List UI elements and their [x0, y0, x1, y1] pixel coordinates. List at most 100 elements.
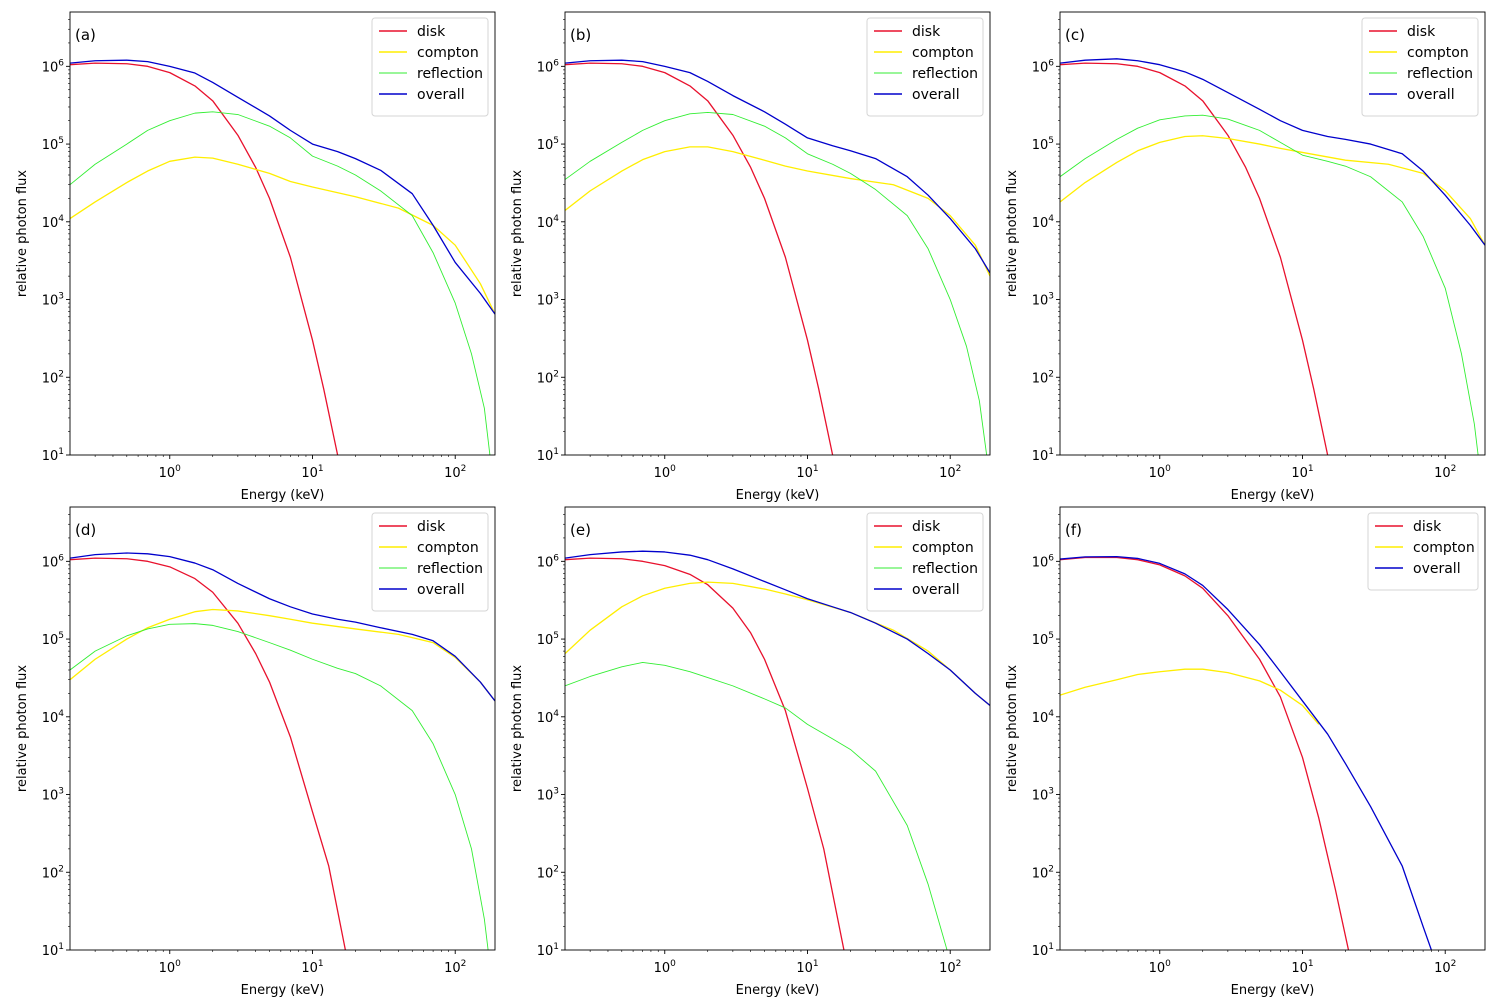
- legend-label-disk: disk: [417, 519, 446, 535]
- chart-panel: 100 101 102 101 102 103 104 105 106 Energy (keV) r…: [510, 11, 991, 503]
- series-line-disk: [70, 557, 347, 950]
- x-axis-label: Energy (keV): [736, 983, 820, 998]
- y-tick-label: 104: [42, 709, 65, 726]
- plot-frame: [69, 506, 496, 951]
- series-group: [565, 550, 990, 950]
- x-tick-label: 102: [939, 464, 961, 481]
- panel-label: (a): [75, 26, 96, 44]
- x-tick-label: 100: [159, 464, 182, 481]
- y-axis-label: relative photon flux: [1005, 665, 1020, 792]
- legend-label-reflection: reflection: [1407, 66, 1473, 82]
- y-tick-label: 101: [537, 942, 559, 959]
- legend-label-compton: compton: [1413, 540, 1475, 556]
- y-tick-label: 101: [1032, 447, 1054, 464]
- legend: disk compton reflection overall: [371, 17, 489, 117]
- y-tick-label: 101: [1032, 942, 1054, 959]
- legend-label-compton: compton: [417, 540, 479, 556]
- series-line-compton: [1060, 135, 1485, 246]
- x-tick-label: 101: [1291, 464, 1313, 481]
- series-line-reflection: [565, 112, 988, 455]
- y-tick-label: 102: [42, 864, 64, 881]
- series-line-reflection: [1060, 114, 1479, 455]
- x-axis-label: Energy (keV): [241, 983, 325, 998]
- x-axis-label: Energy (keV): [1231, 488, 1315, 503]
- y-tick-label: 103: [537, 787, 559, 804]
- legend-label-disk: disk: [1413, 519, 1442, 535]
- legend-label-compton: compton: [912, 540, 974, 556]
- series-line-overall: [70, 59, 495, 315]
- legend-label-reflection: reflection: [417, 561, 483, 577]
- series-line-compton: [70, 156, 495, 315]
- y-tick-label: 104: [1032, 709, 1055, 726]
- y-tick-label: 103: [1032, 292, 1054, 309]
- y-tick-label: 106: [537, 553, 560, 570]
- legend-box: [371, 512, 489, 612]
- series-line-disk: [70, 62, 339, 455]
- y-tick-label: 104: [537, 709, 560, 726]
- y-tick-label: 102: [1032, 864, 1054, 881]
- series-line-overall: [565, 550, 990, 706]
- panel-label: (d): [75, 521, 96, 539]
- legend-label-compton: compton: [417, 45, 479, 61]
- y-tick-label: 105: [42, 136, 64, 153]
- legend: disk compton reflection overall: [866, 17, 984, 117]
- y-axis-label: relative photon flux: [510, 665, 525, 792]
- legend-label-overall: overall: [912, 582, 960, 598]
- x-axis-label: Energy (keV): [736, 488, 820, 503]
- x-tick-label: 101: [301, 464, 323, 481]
- y-tick-label: 102: [537, 369, 559, 386]
- chart-panel: 100 101 102 101 102 103 104 105 106 Energy (keV) r…: [15, 506, 496, 998]
- y-tick-label: 105: [42, 631, 64, 648]
- y-tick-label: 106: [1032, 553, 1055, 570]
- y-tick-label: 101: [42, 942, 64, 959]
- legend-label-overall: overall: [417, 582, 465, 598]
- series-line-compton: [565, 581, 990, 706]
- series-group: [565, 59, 990, 455]
- legend-label-overall: overall: [417, 87, 465, 103]
- legend: disk compton overall: [1367, 512, 1479, 591]
- x-tick-label: 100: [654, 959, 677, 976]
- series-line-compton: [70, 608, 495, 702]
- series-line-reflection: [565, 662, 948, 950]
- x-tick-label: 100: [1149, 959, 1172, 976]
- plot-frame: [564, 506, 991, 951]
- y-tick-label: 106: [42, 58, 65, 75]
- series-line-disk: [1060, 62, 1329, 455]
- legend: disk compton reflection overall: [371, 512, 489, 612]
- plot-frame: [69, 11, 496, 456]
- y-tick-label: 106: [42, 553, 65, 570]
- panel-label: (f): [1065, 521, 1082, 539]
- series-group: [70, 552, 495, 950]
- x-tick-label: 102: [939, 959, 961, 976]
- y-axis-label: relative photon flux: [510, 170, 525, 297]
- legend-box: [1367, 512, 1479, 591]
- x-tick-label: 100: [159, 959, 182, 976]
- x-tick-label: 100: [1149, 464, 1172, 481]
- plot-frame: [1059, 11, 1486, 456]
- panel-label: (c): [1065, 26, 1085, 44]
- legend-label-reflection: reflection: [417, 66, 483, 82]
- legend-box: [1361, 17, 1479, 117]
- series-line-overall: [565, 59, 990, 274]
- y-tick-label: 103: [42, 787, 64, 804]
- x-tick-label: 102: [444, 464, 466, 481]
- y-tick-label: 103: [42, 292, 64, 309]
- legend-box: [866, 512, 984, 612]
- series-line-reflection: [70, 111, 491, 455]
- x-tick-label: 101: [301, 959, 323, 976]
- series-group: [70, 59, 495, 455]
- legend-label-overall: overall: [1407, 87, 1455, 103]
- series-line-reflection: [70, 623, 489, 950]
- panel-label: (e): [570, 521, 591, 539]
- y-tick-label: 105: [537, 631, 559, 648]
- y-tick-label: 104: [42, 214, 65, 231]
- chart-panel: 100 101 102 101 102 103 104 105 106 Energy (keV) r…: [15, 11, 496, 503]
- series-group: [1060, 555, 1432, 950]
- legend-box: [371, 17, 489, 117]
- x-tick-label: 102: [1434, 959, 1456, 976]
- y-axis-label: relative photon flux: [15, 170, 30, 297]
- y-tick-label: 101: [42, 447, 64, 464]
- legend: disk compton reflection overall: [1361, 17, 1479, 117]
- plot-frame: [564, 11, 991, 456]
